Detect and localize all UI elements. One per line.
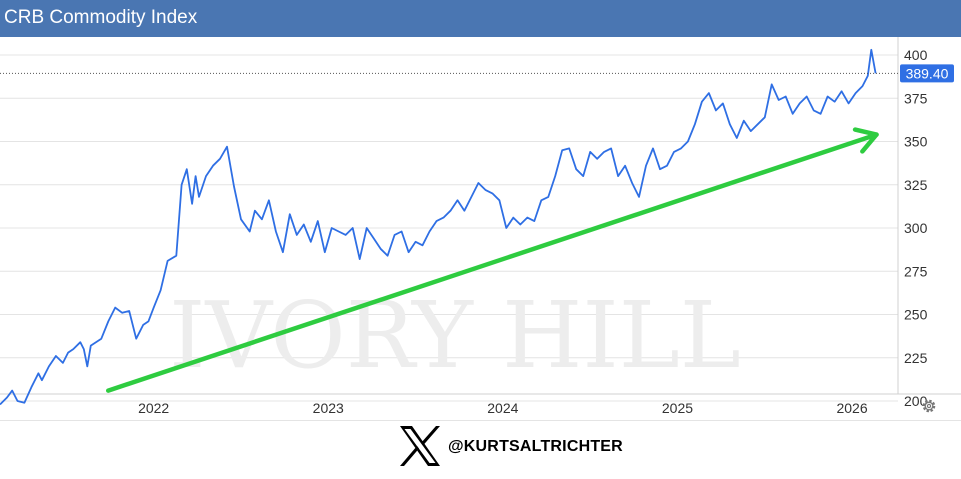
- watermark-text: IVORY HILL: [169, 282, 741, 389]
- y-tick-label: 375: [904, 90, 928, 106]
- trend-arrow-head: [852, 127, 879, 154]
- footer: @KURTSALTRICHTER: [0, 421, 961, 479]
- annotations: [106, 127, 879, 393]
- last-value-label: 389.40: [906, 65, 949, 81]
- y-tick-label: 200: [904, 393, 928, 409]
- y-tick-label: 300: [904, 220, 928, 236]
- series-line: [0, 48, 877, 406]
- x-tick-label: 2026: [836, 400, 867, 416]
- x-tick-label: 2022: [138, 400, 169, 416]
- chart-title: CRB Commodity Index: [4, 7, 198, 28]
- gridlines: [0, 54, 898, 402]
- x-tick-label: 2023: [313, 400, 344, 416]
- series: [0, 48, 877, 406]
- y-tick-label: 275: [904, 263, 928, 279]
- x-logo-icon: [400, 426, 440, 466]
- y-tick-label: 350: [904, 134, 928, 150]
- last-value: 389.40: [0, 64, 954, 83]
- trend-arrow-shaft: [106, 132, 879, 393]
- chart-header: CRB Commodity Index: [0, 0, 961, 37]
- y-tick-label: 400: [904, 47, 928, 63]
- axes: 200 225 250 275 300 325 350 375 400 2022 2023 2024 2…: [0, 37, 961, 421]
- x-tick-label: 2024: [487, 400, 518, 416]
- author-handle[interactable]: @KURTSALTRICHTER: [448, 438, 623, 455]
- last-value-badge: [900, 64, 954, 83]
- y-tick-label: 250: [904, 307, 928, 323]
- y-tick-label: 225: [904, 350, 928, 366]
- y-tick-label: 325: [904, 177, 928, 193]
- chart-area: IVORY HILL 20022525027530032535037540020…: [0, 37, 961, 421]
- x-tick-label: 2025: [662, 400, 693, 416]
